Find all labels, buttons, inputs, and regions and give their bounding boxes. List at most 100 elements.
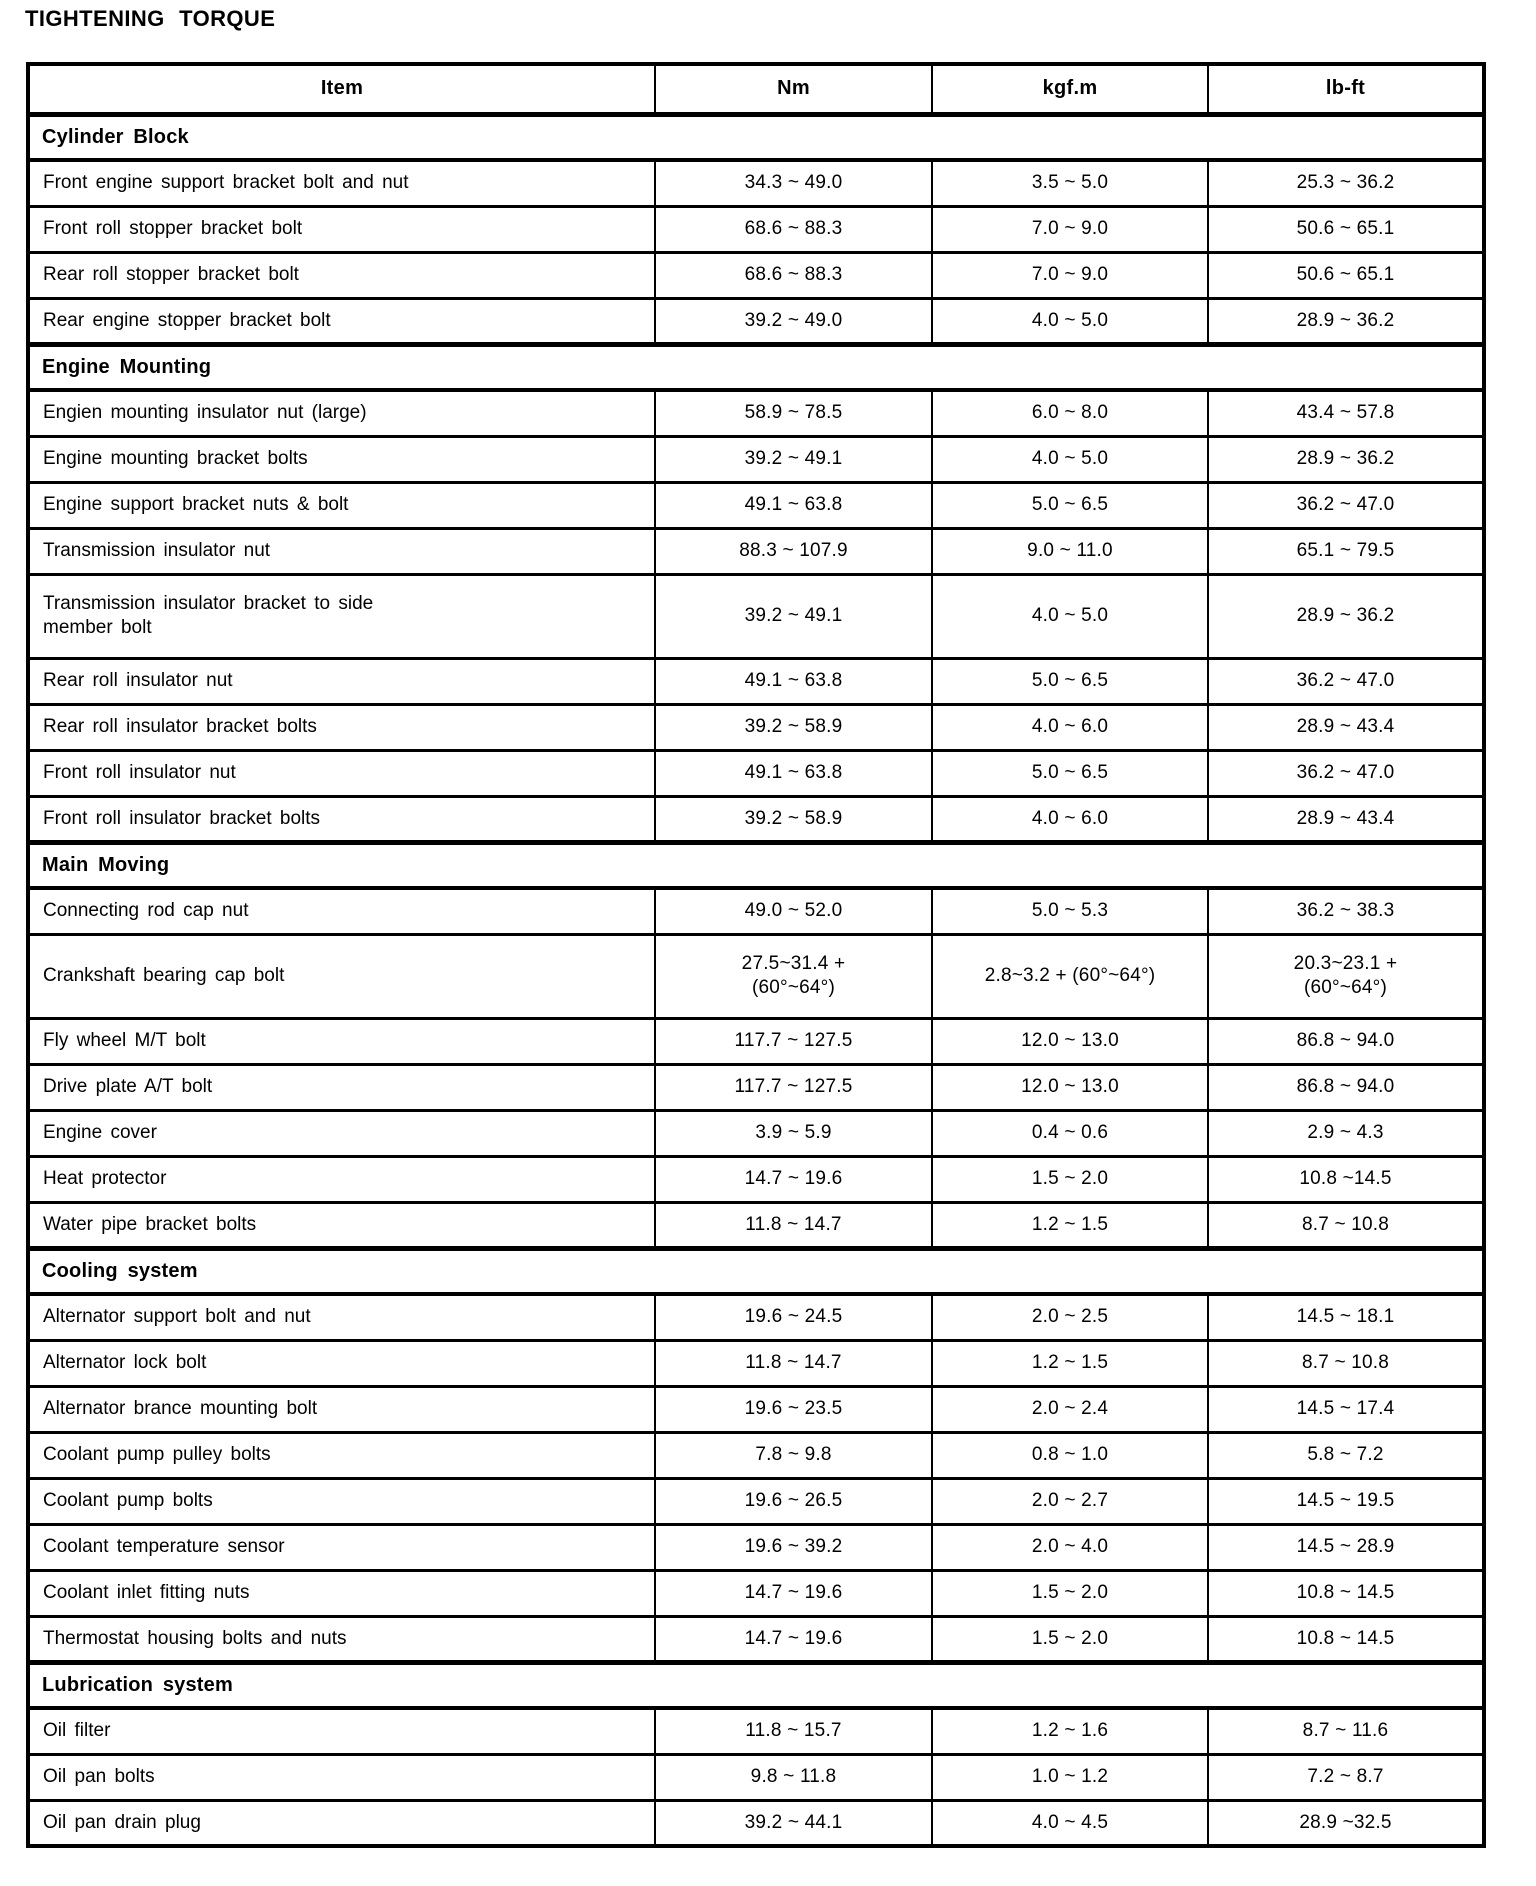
item-cell: Rear roll stopper bracket bolt <box>27 250 656 300</box>
item-cell: Rear engine stopper bracket bolt <box>27 296 656 346</box>
column-header-lbft: lb-ft <box>1207 62 1485 116</box>
item-cell: Oil pan drain plug <box>27 1798 656 1848</box>
kgfm-cell: 12.0 ~ 13.0 <box>931 1016 1209 1066</box>
section-label: Lubrication system <box>27 1659 1485 1710</box>
nm-cell: 19.6 ~ 23.5 <box>654 1384 933 1434</box>
item-cell: Alternator support bolt and nut <box>27 1292 656 1342</box>
nm-cell: 49.0 ~ 52.0 <box>654 886 933 936</box>
table-row: Rear roll insulator nut 49.1 ~ 63.8 5.0 ~ … <box>27 656 1485 706</box>
kgfm-cell: 5.0 ~ 6.5 <box>931 748 1209 798</box>
kgfm-cell: 0.4 ~ 0.6 <box>931 1108 1209 1158</box>
item-cell: Engine mounting bracket bolts <box>27 434 656 484</box>
kgfm-cell: 2.0 ~ 2.5 <box>931 1292 1209 1342</box>
table-row: Coolant temperature sensor 19.6 ~ 39.2 2.0… <box>27 1522 1485 1572</box>
table-row: Crankshaft bearing cap bolt 27.5~31.4 + (… <box>27 932 1485 1020</box>
lbft-cell: 28.9 ~ 43.4 <box>1207 702 1485 752</box>
nm-cell: 39.2 ~ 49.0 <box>654 296 933 346</box>
item-cell: Front engine support bracket bolt and nu… <box>27 158 656 208</box>
nm-cell: 39.2 ~ 58.9 <box>654 702 933 752</box>
lbft-cell: 36.2 ~ 38.3 <box>1207 886 1485 936</box>
column-header-kgfm: kgf.m <box>931 62 1209 116</box>
section-label: Main Moving <box>27 839 1485 890</box>
table-row: Coolant pump pulley bolts 7.8 ~ 9.8 0.8 ~ … <box>27 1430 1485 1480</box>
torque-table-body: Cylinder Block Front engine support brack… <box>27 111 1485 1848</box>
nm-cell: 3.9 ~ 5.9 <box>654 1108 933 1158</box>
section-label: Cooling system <box>27 1245 1485 1296</box>
nm-cell: 14.7 ~ 19.6 <box>654 1614 933 1664</box>
lbft-cell: 50.6 ~ 65.1 <box>1207 250 1485 300</box>
nm-cell: 117.7 ~ 127.5 <box>654 1062 933 1112</box>
item-cell: Rear roll insulator bracket bolts <box>27 702 656 752</box>
table-row: Engine support bracket nuts & bolt 49.1 ~… <box>27 480 1485 530</box>
lbft-cell: 28.9 ~ 36.2 <box>1207 572 1485 660</box>
table-row: Coolant pump bolts 19.6 ~ 26.5 2.0 ~ 2.7 14… <box>27 1476 1485 1526</box>
lbft-cell: 8.7 ~ 11.6 <box>1207 1706 1485 1756</box>
nm-cell: 19.6 ~ 24.5 <box>654 1292 933 1342</box>
lbft-cell: 28.9 ~ 36.2 <box>1207 434 1485 484</box>
kgfm-cell: 2.0 ~ 2.4 <box>931 1384 1209 1434</box>
kgfm-cell: 6.0 ~ 8.0 <box>931 388 1209 438</box>
kgfm-cell: 7.0 ~ 9.0 <box>931 250 1209 300</box>
nm-cell: 34.3 ~ 49.0 <box>654 158 933 208</box>
nm-cell: 11.8 ~ 14.7 <box>654 1338 933 1388</box>
item-cell: Rear roll insulator nut <box>27 656 656 706</box>
kgfm-cell: 3.5 ~ 5.0 <box>931 158 1209 208</box>
item-cell: Transmission insulator bracket to side m… <box>27 572 656 660</box>
table-row: Engien mounting insulator nut (large) 58.… <box>27 388 1485 438</box>
lbft-cell: 10.8 ~14.5 <box>1207 1154 1485 1204</box>
kgfm-cell: 5.0 ~ 5.3 <box>931 886 1209 936</box>
kgfm-cell: 2.0 ~ 4.0 <box>931 1522 1209 1572</box>
kgfm-cell: 4.0 ~ 4.5 <box>931 1798 1209 1848</box>
item-cell: Connecting rod cap nut <box>27 886 656 936</box>
lbft-cell: 36.2 ~ 47.0 <box>1207 656 1485 706</box>
kgfm-cell: 7.0 ~ 9.0 <box>931 204 1209 254</box>
kgfm-cell: 1.2 ~ 1.5 <box>931 1200 1209 1250</box>
kgfm-cell: 4.0 ~ 6.0 <box>931 702 1209 752</box>
section-row: Cooling system <box>27 1245 1485 1296</box>
table-row: Alternator lock bolt 11.8 ~ 14.7 1.2 ~ 1.5… <box>27 1338 1485 1388</box>
column-header-nm: Nm <box>654 62 933 116</box>
lbft-cell: 10.8 ~ 14.5 <box>1207 1614 1485 1664</box>
lbft-cell: 65.1 ~ 79.5 <box>1207 526 1485 576</box>
table-row: Rear engine stopper bracket bolt 39.2 ~ 4… <box>27 296 1485 346</box>
lbft-cell: 43.4 ~ 57.8 <box>1207 388 1485 438</box>
nm-cell: 88.3 ~ 107.9 <box>654 526 933 576</box>
lbft-cell: 86.8 ~ 94.0 <box>1207 1062 1485 1112</box>
item-cell: Fly wheel M/T bolt <box>27 1016 656 1066</box>
lbft-cell: 14.5 ~ 19.5 <box>1207 1476 1485 1526</box>
nm-cell: 58.9 ~ 78.5 <box>654 388 933 438</box>
kgfm-cell: 1.5 ~ 2.0 <box>931 1614 1209 1664</box>
item-cell: Coolant temperature sensor <box>27 1522 656 1572</box>
page-title: TIGHTENING TORQUE <box>25 6 276 31</box>
item-cell: Engine support bracket nuts & bolt <box>27 480 656 530</box>
kgfm-cell: 1.5 ~ 2.0 <box>931 1568 1209 1618</box>
lbft-cell: 36.2 ~ 47.0 <box>1207 480 1485 530</box>
nm-cell: 11.8 ~ 14.7 <box>654 1200 933 1250</box>
item-cell: Drive plate A/T bolt <box>27 1062 656 1112</box>
table-header-row: Item Nm kgf.m lb-ft <box>27 62 1485 116</box>
kgfm-cell: 9.0 ~ 11.0 <box>931 526 1209 576</box>
item-cell: Coolant pump pulley bolts <box>27 1430 656 1480</box>
table-row: Water pipe bracket bolts 11.8 ~ 14.7 1.2 ~… <box>27 1200 1485 1250</box>
section-row: Cylinder Block <box>27 111 1485 162</box>
table-row: Front engine support bracket bolt and nu… <box>27 158 1485 208</box>
item-cell: Water pipe bracket bolts <box>27 1200 656 1250</box>
lbft-cell: 8.7 ~ 10.8 <box>1207 1200 1485 1250</box>
kgfm-cell: 4.0 ~ 5.0 <box>931 572 1209 660</box>
section-row: Engine Mounting <box>27 341 1485 392</box>
table-row: Front roll insulator bracket bolts 39.2 ~… <box>27 794 1485 844</box>
nm-cell: 39.2 ~ 58.9 <box>654 794 933 844</box>
nm-cell: 117.7 ~ 127.5 <box>654 1016 933 1066</box>
table-row: Coolant inlet fitting nuts 14.7 ~ 19.6 1.5… <box>27 1568 1485 1618</box>
item-cell: Coolant pump bolts <box>27 1476 656 1526</box>
section-label: Engine Mounting <box>27 341 1485 392</box>
table-row: Thermostat housing bolts and nuts 14.7 ~ … <box>27 1614 1485 1664</box>
nm-cell: 14.7 ~ 19.6 <box>654 1568 933 1618</box>
kgfm-cell: 4.0 ~ 6.0 <box>931 794 1209 844</box>
table-row: Oil pan drain plug 39.2 ~ 44.1 4.0 ~ 4.5 28… <box>27 1798 1485 1848</box>
column-header-item: Item <box>27 62 656 116</box>
section-row: Main Moving <box>27 839 1485 890</box>
item-cell: Thermostat housing bolts and nuts <box>27 1614 656 1664</box>
lbft-cell: 50.6 ~ 65.1 <box>1207 204 1485 254</box>
torque-table: Item Nm kgf.m lb-ft Cylinder Block Front … <box>26 62 1486 1848</box>
